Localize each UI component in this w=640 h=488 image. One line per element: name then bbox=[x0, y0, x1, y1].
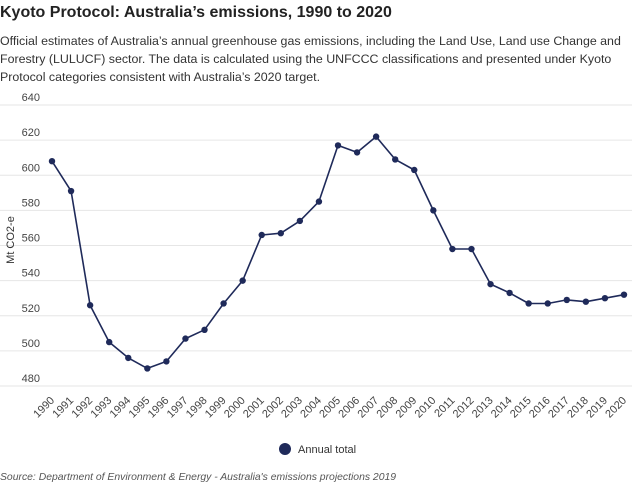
legend[interactable]: Annual total bbox=[279, 443, 356, 456]
x-tick-label: 1997 bbox=[165, 395, 191, 421]
x-tick-label: 2020 bbox=[603, 395, 629, 421]
y-tick-label: 560 bbox=[22, 233, 40, 245]
x-tick-label: 2012 bbox=[451, 395, 477, 421]
x-tick-label: 2008 bbox=[375, 395, 401, 421]
x-tick-label: 1995 bbox=[127, 395, 153, 421]
x-tick-label: 2009 bbox=[394, 395, 420, 421]
series-line bbox=[51, 135, 625, 370]
data-point-1996[interactable] bbox=[163, 358, 170, 365]
y-tick-label: 500 bbox=[22, 338, 40, 350]
data-point-2004[interactable] bbox=[315, 198, 323, 205]
x-tick-label: 2006 bbox=[336, 395, 362, 421]
data-point-2018[interactable] bbox=[582, 298, 590, 305]
y-axis-title: Mt CO2-e bbox=[5, 216, 17, 264]
y-tick-label: 640 bbox=[22, 92, 40, 104]
data-point-2012[interactable] bbox=[468, 245, 475, 253]
x-tick-label: 2001 bbox=[241, 395, 267, 421]
data-point-2014[interactable] bbox=[506, 289, 513, 297]
x-tick-label: 2015 bbox=[508, 395, 534, 421]
x-tick-label: 1999 bbox=[203, 395, 229, 421]
x-tick-label: 1996 bbox=[146, 395, 172, 421]
data-point-2000[interactable] bbox=[239, 277, 246, 284]
x-tick-label: 2017 bbox=[546, 395, 572, 421]
y-tick-label: 480 bbox=[22, 373, 40, 385]
data-point-2009[interactable] bbox=[411, 166, 418, 174]
data-point-1992[interactable] bbox=[86, 302, 94, 309]
source-note: Source: Department of Environment & Ener… bbox=[0, 472, 397, 483]
x-tick-label: 2000 bbox=[222, 395, 248, 421]
data-point-2013[interactable] bbox=[487, 280, 494, 288]
data-point-2002[interactable] bbox=[277, 230, 284, 237]
x-tick-label: 1998 bbox=[184, 395, 210, 421]
data-point-1993[interactable] bbox=[106, 338, 113, 346]
data-point-1991[interactable] bbox=[67, 187, 75, 195]
data-point-2017[interactable] bbox=[563, 296, 570, 304]
data-point-2008[interactable] bbox=[392, 156, 399, 163]
y-tick-label: 620 bbox=[22, 127, 40, 139]
line-chart: 480 500 520 540 560 580 600 620 640 199019911992… bbox=[0, 92, 632, 456]
x-tick-label: 2007 bbox=[355, 395, 381, 421]
x-tick-label: 2013 bbox=[470, 395, 496, 421]
x-tick-label: 1993 bbox=[89, 395, 115, 421]
y-tick-label: 600 bbox=[22, 162, 40, 174]
x-tick-label: 1991 bbox=[50, 395, 76, 421]
data-point-2019[interactable] bbox=[601, 294, 609, 302]
x-tick-label: 2003 bbox=[279, 395, 305, 421]
data-point-2001[interactable] bbox=[258, 231, 265, 239]
x-tick-label: 2002 bbox=[260, 395, 286, 421]
y-tick-label: 580 bbox=[22, 197, 40, 209]
y-axis-ticks: 480 500 520 540 560 580 600 620 640 bbox=[22, 92, 40, 385]
data-point-2007[interactable] bbox=[372, 133, 380, 140]
x-tick-label: 2010 bbox=[413, 395, 439, 421]
x-tick-label: 1992 bbox=[69, 395, 95, 421]
data-point-2020[interactable] bbox=[620, 291, 628, 298]
data-point-1997[interactable] bbox=[182, 335, 189, 342]
data-point-2015[interactable] bbox=[525, 300, 532, 307]
x-tick-label: 2018 bbox=[565, 395, 591, 421]
data-point-1994[interactable] bbox=[125, 354, 132, 362]
grid-lines bbox=[0, 104, 632, 387]
data-point-2010[interactable] bbox=[430, 207, 437, 214]
x-tick-label: 2016 bbox=[527, 395, 553, 421]
x-tick-label: 1990 bbox=[31, 395, 57, 421]
x-tick-label: 2004 bbox=[298, 395, 324, 421]
x-tick-label: 2014 bbox=[489, 395, 515, 421]
data-point-1998[interactable] bbox=[201, 326, 208, 333]
y-tick-label: 540 bbox=[22, 268, 40, 280]
x-tick-label: 2005 bbox=[317, 395, 343, 421]
legend-marker bbox=[279, 443, 291, 455]
data-point-1999[interactable] bbox=[220, 300, 227, 307]
x-tick-label: 2019 bbox=[584, 395, 610, 421]
data-point-1990[interactable] bbox=[48, 158, 56, 165]
legend-label: Annual total bbox=[298, 444, 356, 456]
x-axis-ticks: 1990199119921993199419951996199719981999… bbox=[31, 395, 629, 421]
series-annual-total bbox=[48, 133, 628, 372]
x-tick-label: 1994 bbox=[108, 395, 134, 421]
chart-subtitle: Official estimates of Australia’s annual… bbox=[0, 34, 621, 84]
data-point-2006[interactable] bbox=[353, 149, 361, 156]
data-point-2011[interactable] bbox=[449, 245, 456, 253]
y-tick-label: 520 bbox=[22, 303, 40, 315]
data-point-1995[interactable] bbox=[144, 365, 151, 372]
chart-title: Kyoto Protocol: Australia’s emissions, 1… bbox=[0, 4, 392, 21]
data-point-2016[interactable] bbox=[544, 300, 551, 307]
data-point-2003[interactable] bbox=[296, 217, 304, 225]
data-point-2005[interactable] bbox=[334, 142, 342, 149]
